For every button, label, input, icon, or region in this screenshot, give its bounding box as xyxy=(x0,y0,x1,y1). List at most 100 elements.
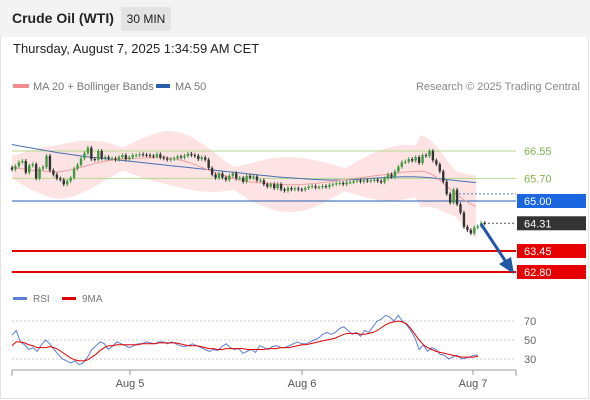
candle xyxy=(414,155,417,163)
candle-body xyxy=(286,188,290,191)
candle xyxy=(131,153,134,160)
candle-body xyxy=(279,184,283,190)
candle xyxy=(404,159,407,165)
candle xyxy=(483,221,486,226)
candle-body xyxy=(193,155,197,157)
candle-body xyxy=(228,175,231,180)
candle-body xyxy=(186,153,190,156)
timeframe-badge[interactable]: 30 MIN xyxy=(121,7,171,31)
candle xyxy=(369,178,372,183)
candle xyxy=(117,155,121,162)
candle xyxy=(431,149,435,163)
candle xyxy=(279,182,283,192)
candle xyxy=(317,185,321,190)
candle xyxy=(128,155,131,162)
candle xyxy=(266,182,269,189)
candle-body xyxy=(159,154,162,158)
candle xyxy=(193,153,197,158)
candle xyxy=(466,224,469,232)
candle xyxy=(31,162,34,168)
candle xyxy=(452,187,455,205)
candle-body xyxy=(24,161,27,173)
x-tick-label: Aug 5 xyxy=(116,378,145,390)
candle-body xyxy=(331,184,335,186)
candle xyxy=(76,162,79,171)
candle-body xyxy=(52,170,55,175)
rsi-ma-legend-label: 9MA xyxy=(82,294,103,305)
candle xyxy=(221,171,224,180)
candle-body xyxy=(317,187,321,189)
candle-body xyxy=(362,180,366,182)
candle-body xyxy=(445,181,448,194)
candle-body xyxy=(28,165,31,173)
candle-body xyxy=(72,168,76,178)
candle-body xyxy=(21,161,24,163)
candle xyxy=(300,187,303,192)
resistance-label: 65.70 xyxy=(524,173,552,185)
candle xyxy=(359,178,362,184)
candle-body xyxy=(107,157,110,159)
candle-body xyxy=(255,176,259,181)
candle-body xyxy=(38,168,41,179)
candle-body xyxy=(442,171,445,182)
candle xyxy=(14,164,17,172)
candle-body xyxy=(307,186,310,189)
candle xyxy=(238,175,241,181)
candle-body xyxy=(455,189,459,205)
candle xyxy=(255,174,259,183)
candle xyxy=(62,177,65,187)
candle xyxy=(455,187,459,207)
candle xyxy=(348,180,352,185)
candle-body xyxy=(141,154,145,156)
candle-body xyxy=(204,157,207,160)
candle-body xyxy=(469,230,473,234)
candle-body xyxy=(217,173,221,178)
rsi-tick-label: 30 xyxy=(524,354,536,366)
candle xyxy=(90,145,93,162)
candle-body xyxy=(321,186,324,188)
candle-body xyxy=(90,147,93,160)
candle-body xyxy=(348,182,352,184)
candle-body xyxy=(152,155,155,157)
candle xyxy=(400,160,404,169)
candle xyxy=(228,173,231,182)
candle-body xyxy=(93,159,96,161)
candle xyxy=(52,168,55,177)
candle xyxy=(41,165,45,171)
candle-body xyxy=(397,166,400,172)
candle xyxy=(397,164,400,174)
candle xyxy=(183,153,186,160)
candle xyxy=(248,173,252,180)
candle-body xyxy=(210,168,214,175)
forecast-arrow xyxy=(479,223,510,266)
candle xyxy=(286,186,290,193)
support-label: 63.45 xyxy=(524,246,552,258)
candle-body xyxy=(386,174,390,179)
candle xyxy=(476,224,479,230)
candle xyxy=(148,153,152,158)
rsi-tick-label: 70 xyxy=(524,316,536,328)
candle-body xyxy=(473,227,476,234)
candle-body xyxy=(421,155,424,163)
candle-body xyxy=(55,174,59,179)
candle-body xyxy=(231,173,234,176)
candle xyxy=(331,182,335,187)
candle xyxy=(38,166,41,181)
candle-body xyxy=(483,222,486,224)
candle xyxy=(448,191,452,205)
candle xyxy=(166,156,169,162)
candle-body xyxy=(431,151,435,161)
candle xyxy=(172,156,176,162)
candle xyxy=(276,182,279,191)
candle-body xyxy=(114,158,117,160)
candle xyxy=(103,155,107,161)
candle-body xyxy=(197,155,200,160)
candle xyxy=(107,155,110,161)
candle xyxy=(24,159,27,175)
candle-body xyxy=(355,180,359,182)
candle-body xyxy=(100,151,103,159)
candle-body xyxy=(17,162,21,167)
candle xyxy=(373,177,376,183)
candle-body xyxy=(366,180,369,182)
candle xyxy=(69,175,72,183)
